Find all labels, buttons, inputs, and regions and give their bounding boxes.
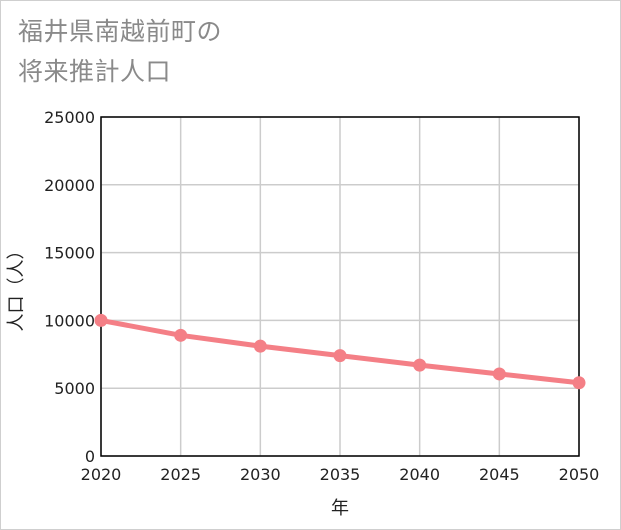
x-tick-label: 2045 — [479, 465, 520, 484]
plot-area-border — [100, 116, 580, 457]
y-tick-label: 5000 — [54, 379, 95, 398]
y-tick-label: 25000 — [44, 108, 95, 127]
y-tick-label: 15000 — [44, 244, 95, 263]
data-point — [413, 358, 427, 372]
data-point — [174, 328, 188, 342]
x-axis-ticks: 2020 2025 2030 2035 2040 2045 2050 — [81, 465, 600, 484]
chart-title-line2: 将来推計人口 — [18, 57, 172, 86]
x-tick-label: 2020 — [81, 465, 122, 484]
grid-lines — [100, 116, 580, 457]
chart-title-line1: 福井県南越前町の — [18, 17, 223, 46]
y-tick-label: 20000 — [44, 176, 95, 195]
y-axis-ticks: 0 5000 10000 15000 20000 25000 — [44, 108, 95, 466]
x-tick-label: 2040 — [399, 465, 440, 484]
data-point — [572, 376, 586, 390]
x-axis-title: 年 — [331, 498, 349, 519]
y-tick-label: 0 — [85, 447, 95, 466]
x-tick-label: 2030 — [240, 465, 281, 484]
x-tick-label: 2050 — [559, 465, 600, 484]
data-point — [94, 313, 108, 327]
data-series — [94, 313, 586, 390]
chart-title: 福井県南越前町の 将来推計人口 — [18, 12, 222, 92]
data-point — [333, 349, 347, 363]
data-point — [253, 339, 267, 353]
y-tick-label: 10000 — [44, 311, 95, 330]
x-tick-label: 2035 — [320, 465, 361, 484]
x-tick-label: 2025 — [160, 465, 201, 484]
data-point — [492, 367, 506, 381]
y-axis-title: 人口（人） — [6, 242, 27, 332]
